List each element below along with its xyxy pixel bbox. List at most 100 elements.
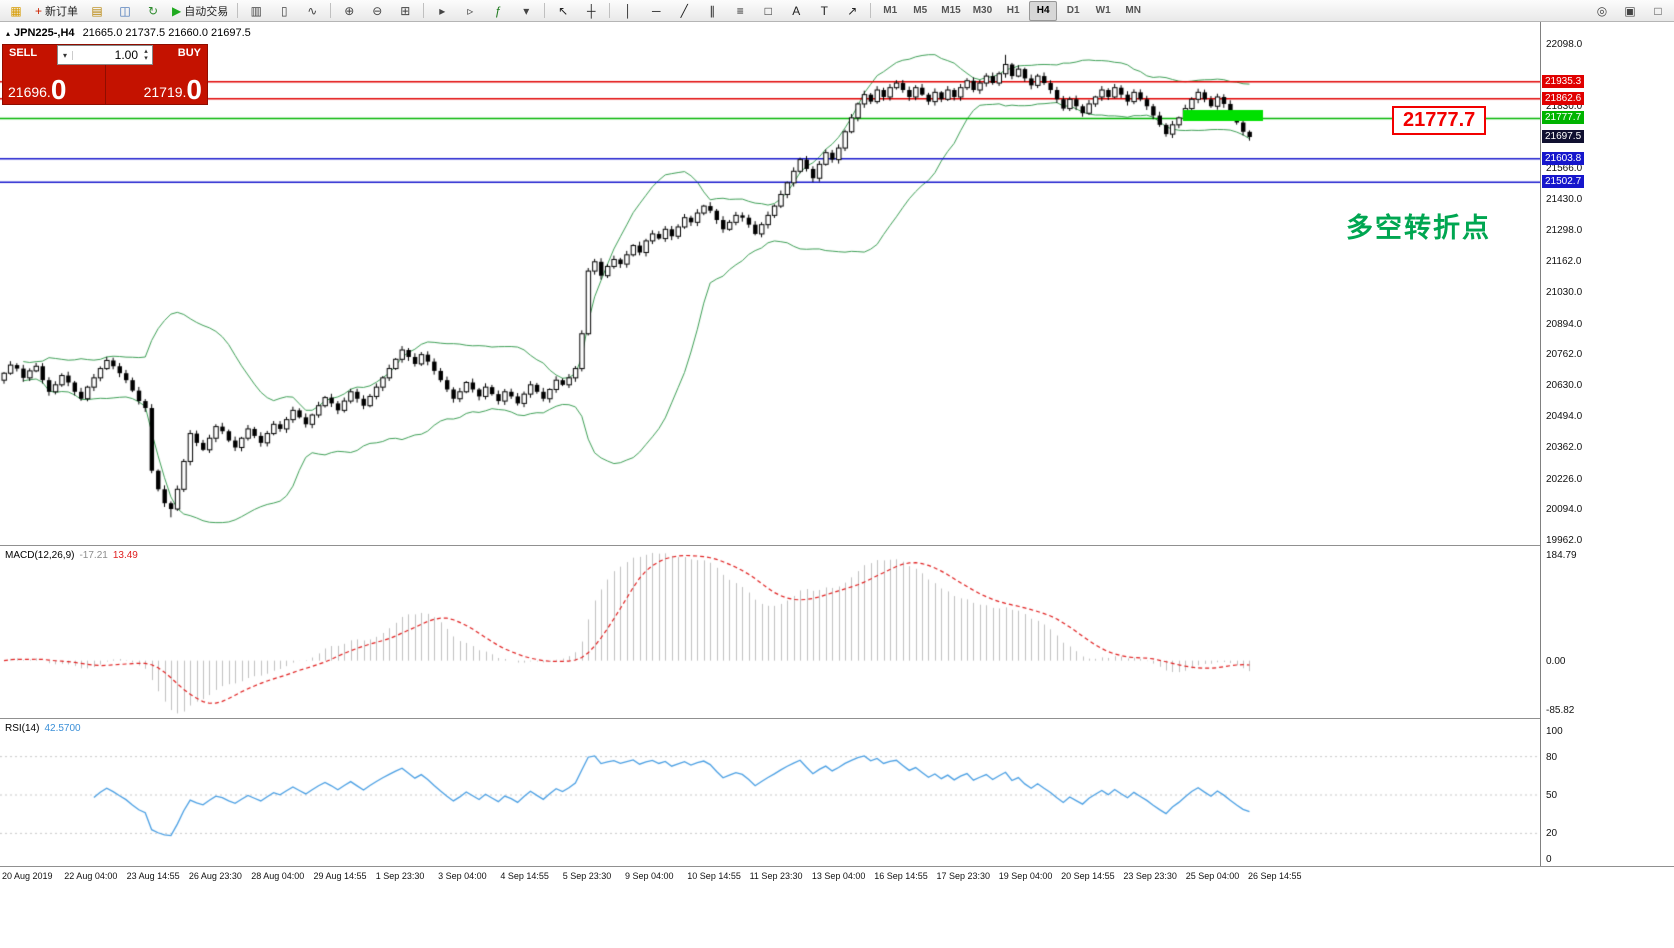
price-axis-label: 19962.0	[1546, 534, 1583, 546]
zoom-out-icon[interactable]: ⊖	[364, 1, 390, 21]
new-window-icon: ▣	[1624, 3, 1636, 18]
refresh-icon: ↻	[147, 3, 159, 18]
toolbar-separator	[870, 3, 872, 18]
price-axis-label: 21430.0	[1546, 194, 1583, 206]
macd-main-value: -17.21	[79, 550, 108, 561]
search-icon[interactable]: ◎	[1589, 1, 1615, 21]
price-level-tag: 21777.7	[1542, 111, 1585, 125]
sell-button[interactable]: SELL 21696. 0	[2, 44, 105, 105]
price-axis-label: 22098.0	[1546, 39, 1583, 51]
date-axis-label: 10 Sep 14:55	[687, 871, 741, 881]
panel-separator[interactable]	[0, 718, 1674, 719]
date-axis[interactable]: 20 Aug 2019 22 Aug 04:00 23 Aug 14:55 26 Au…	[0, 866, 1674, 887]
text-icon[interactable]: A	[783, 1, 809, 21]
panel-separator[interactable]	[0, 545, 1674, 546]
sell-price-base: 21696.	[8, 84, 51, 100]
timeframe-button-h4[interactable]: H4	[1029, 0, 1058, 21]
timeframe-button-m1[interactable]: M1	[883, 5, 898, 16]
text-label-icon[interactable]: T	[811, 1, 837, 21]
volume-spinner[interactable]: ▴ ▾	[140, 48, 152, 62]
channel-icon: ∥	[709, 3, 716, 18]
chart-templates-icon[interactable]: ▤	[84, 1, 110, 21]
shapes-icon[interactable]: □	[755, 1, 781, 21]
app-icon[interactable]: ▦	[3, 1, 29, 21]
timeframe-button-m30[interactable]: M30	[972, 5, 993, 16]
price-level-tag: 21935.3	[1542, 74, 1585, 88]
horizontal-line-icon[interactable]: ─	[643, 1, 669, 21]
timeframe-button-d1[interactable]: D1	[1066, 5, 1080, 16]
price-axis-label: 21566.0	[1546, 162, 1583, 174]
line-chart-icon[interactable]: ∿	[299, 1, 325, 21]
macd-name: MACD(12,26,9)	[5, 550, 75, 561]
indicators-icon[interactable]: ƒ	[485, 1, 511, 21]
price-axis-label: 21830.0	[1546, 101, 1583, 113]
price-axis-label: 20226.0	[1546, 473, 1583, 485]
main-chart-canvas[interactable]	[0, 22, 1540, 545]
bar-chart-icon[interactable]: ▥	[243, 1, 269, 21]
timeframe-button-mn[interactable]: MN	[1125, 5, 1141, 16]
date-axis-label: 16 Sep 14:55	[874, 871, 928, 881]
bar-chart-icon: ▥	[250, 3, 262, 18]
date-axis-label: 19 Sep 04:00	[998, 871, 1053, 881]
macd-signal-value: 13.49	[112, 550, 138, 561]
rsi-panel-canvas[interactable]	[0, 719, 1540, 866]
arrange-icon: □	[1654, 3, 1662, 18]
macd-scale-label: -85.82	[1546, 704, 1575, 716]
profiles-icon: ◫	[119, 3, 131, 18]
rsi-scale-label: 100	[1546, 726, 1563, 737]
arrange-icon[interactable]: □	[1645, 1, 1671, 21]
shapes-icon: □	[764, 3, 772, 18]
price-level-tag: 21697.5	[1542, 130, 1585, 144]
pivot-text-annotation[interactable]: 多空转折点	[1346, 213, 1491, 243]
date-axis-label: 23 Aug 14:55	[126, 871, 180, 881]
new-window-icon[interactable]: ▣	[1617, 1, 1643, 21]
candlestick-chart-icon[interactable]: ▯	[271, 1, 297, 21]
crosshair-icon[interactable]: ┼	[578, 1, 604, 21]
spin-up-icon[interactable]: ▴	[144, 48, 148, 55]
profiles-icon[interactable]: ◫	[112, 1, 138, 21]
volume-dropdown-button[interactable]: ▾	[58, 50, 73, 60]
date-axis-label: 23 Sep 23:30	[1123, 871, 1177, 881]
fibonacci-icon[interactable]: ≡	[727, 1, 753, 21]
app-icon: ▦	[10, 3, 22, 18]
periods-dropdown-icon[interactable]: ▾	[513, 1, 539, 21]
price-axis[interactable]: 22098.0 21830.0 21566.0 21430.0 21298.0 21162…	[1540, 22, 1674, 866]
price-annotation-label[interactable]: 21777.7	[1392, 106, 1487, 135]
channel-icon[interactable]: ∥	[699, 1, 725, 21]
toolbar-separator	[609, 3, 611, 18]
auto-scroll-icon[interactable]: ▸	[429, 1, 455, 21]
toolbar-separator	[423, 3, 425, 18]
new-order-icon: +	[35, 3, 43, 18]
cursor-icon[interactable]: ↖	[550, 1, 576, 21]
tile-windows-icon[interactable]: ⊞	[392, 1, 418, 21]
toolbar-separator	[544, 3, 546, 18]
vertical-line-icon: │	[624, 3, 633, 18]
macd-scale-label: 0.00	[1546, 655, 1566, 667]
refresh-icon[interactable]: ↻	[140, 1, 166, 21]
rsi-indicator-label: RSI(14) 42.5700	[5, 723, 81, 734]
date-axis-label: 25 Sep 04:00	[1185, 871, 1240, 881]
zoom-in-icon: ⊕	[344, 3, 355, 18]
crosshair-icon: ┼	[586, 3, 596, 18]
arrows-icon: ↗	[847, 3, 858, 18]
timeframe-button-h1[interactable]: H1	[1006, 5, 1020, 16]
macd-panel-canvas[interactable]	[0, 546, 1540, 718]
auto-scroll-icon: ▸	[439, 3, 446, 18]
vertical-line-icon[interactable]: │	[615, 1, 641, 21]
new-order-button[interactable]: + 新订单	[31, 1, 82, 21]
timeframe-button-m5[interactable]: M5	[913, 5, 928, 16]
autotrade-icon: ▶	[172, 3, 182, 18]
volume-input[interactable]	[73, 48, 140, 62]
zoom-in-icon[interactable]: ⊕	[336, 1, 362, 21]
autotrade-button[interactable]: ▶ 自动交易	[168, 1, 232, 21]
buy-price: 21719. 0	[144, 76, 202, 104]
date-axis-label: 20 Sep 14:55	[1061, 871, 1115, 881]
timeframe-button-m15[interactable]: M15	[941, 5, 961, 16]
spin-down-icon[interactable]: ▾	[144, 55, 148, 62]
chart-shift-icon[interactable]: ▹	[457, 1, 483, 21]
timeframe-button-w1[interactable]: W1	[1095, 5, 1111, 16]
arrows-icon[interactable]: ↗	[839, 1, 865, 21]
trendline-icon[interactable]: ╱	[671, 1, 697, 21]
chart-header: ▴ JPN225-,H4 21665.0 21737.5 21660.0 216…	[6, 27, 251, 39]
price-axis-label: 20094.0	[1546, 504, 1583, 516]
